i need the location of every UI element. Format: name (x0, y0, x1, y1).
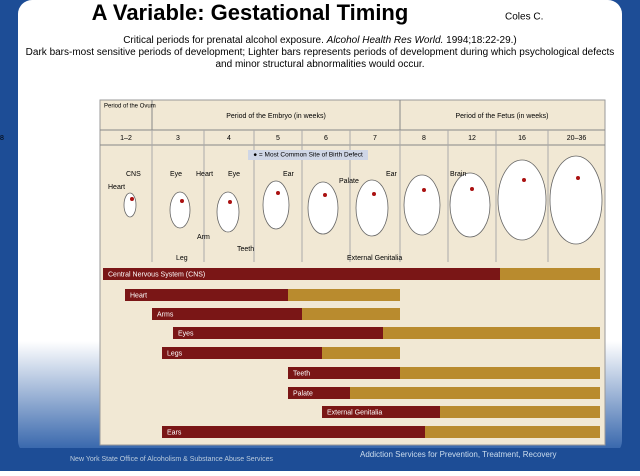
week-label: 16 (518, 135, 526, 142)
week-label: 6 (324, 135, 328, 142)
week-label: 5 (276, 135, 280, 142)
embryo (307, 181, 339, 235)
site-label: Teeth (237, 246, 254, 253)
defect-dot (422, 188, 426, 192)
period-label: Period of the Fetus (in weeks) (456, 113, 549, 120)
week-label: 38 (0, 135, 4, 142)
embryo (403, 174, 441, 236)
defect-dot (576, 176, 580, 180)
embryo (123, 192, 137, 218)
week-label: 20–36 (567, 135, 587, 142)
site-label: Eye (228, 171, 240, 178)
footer-right: Addiction Services for Prevention, Treat… (360, 450, 557, 459)
minor-effect-bar (400, 367, 600, 379)
bar-label: Heart (130, 292, 147, 299)
bar-label: Central Nervous System (CNS) (108, 271, 205, 278)
title: A Variable: Gestational Timing (92, 0, 409, 25)
week-label: 1–2 (120, 135, 132, 142)
minor-effect-bar (500, 268, 600, 280)
minor-effect-bar (440, 406, 600, 418)
footer-left: New York State Office of Alcoholism & Su… (70, 456, 273, 463)
sensitive-period-bar (173, 327, 383, 339)
minor-effect-bar (383, 327, 600, 339)
bar-label: External Genitalia (327, 409, 382, 416)
citation: Critical periods for prenatal alcohol ex… (123, 35, 517, 46)
defect-dot (470, 187, 474, 191)
site-label: CNS (126, 171, 141, 178)
period-label: Period of the Ovum (104, 104, 156, 110)
embryo (497, 159, 547, 241)
sensitive-period-bar (288, 367, 400, 379)
legend-box (248, 150, 368, 160)
minor-effect-bar (350, 387, 600, 399)
defect-dot (228, 200, 232, 204)
site-label: Ear (283, 171, 295, 178)
sensitive-period-bar (162, 347, 322, 359)
week-label: 7 (373, 135, 377, 142)
minor-effect-bar (322, 347, 400, 359)
embryo (549, 155, 603, 245)
minor-effect-bar (302, 308, 400, 320)
figure: Period of the Ovum Period of the Embryo (… (0, 100, 605, 438)
legend: ● = Most Common Site of Birth Defect (253, 152, 363, 159)
embryo (262, 180, 290, 230)
embryo (449, 172, 491, 238)
defect-dot (180, 199, 184, 203)
embryo (169, 191, 191, 229)
site-label: External Genitalia (347, 255, 402, 262)
embryo (355, 179, 389, 237)
minor-effect-bar (425, 426, 600, 438)
subtitle-box: Dark bars-most sensitive periods of deve… (25, 47, 615, 70)
week-label: 12 (468, 135, 476, 142)
sensitive-period-bar (152, 308, 302, 320)
site-label: Leg (176, 255, 188, 262)
bar-label: Teeth (293, 370, 310, 377)
sensitive-period-bar (103, 268, 500, 280)
site-label: Eye (170, 171, 182, 178)
week-label: 4 (227, 135, 231, 142)
defect-dot (323, 193, 327, 197)
site-label: Ear (386, 171, 398, 178)
bar-label: Palate (293, 390, 313, 397)
site-label: Palate (339, 178, 359, 185)
sensitive-period-bar (322, 406, 440, 418)
site-label: Heart (108, 184, 125, 191)
defect-dot (522, 178, 526, 182)
sensitive-period-bar (125, 289, 288, 301)
week-label: 3 (176, 135, 180, 142)
bar-label: Legs (167, 350, 183, 357)
bar-label: Ears (167, 429, 182, 436)
site-label: Brain (450, 171, 466, 178)
period-label: Period of the Embryo (in weeks) (226, 113, 326, 120)
sensitive-period-bar (162, 426, 425, 438)
defect-dot (130, 197, 134, 201)
bar-label: Arms (157, 311, 174, 318)
embryo (216, 191, 240, 233)
week-label: 8 (422, 135, 426, 142)
footer-band (0, 448, 640, 471)
bar-label: Eyes (178, 330, 194, 337)
minor-effect-bar (288, 289, 400, 301)
author: Coles C. (505, 12, 543, 23)
sensitive-period-bar (288, 387, 350, 399)
defect-dot (276, 191, 280, 195)
defect-dot (372, 192, 376, 196)
site-label: Arm (197, 234, 210, 241)
site-label: Heart (196, 171, 213, 178)
subtitle: Dark bars-most sensitive periods of deve… (25, 47, 615, 70)
